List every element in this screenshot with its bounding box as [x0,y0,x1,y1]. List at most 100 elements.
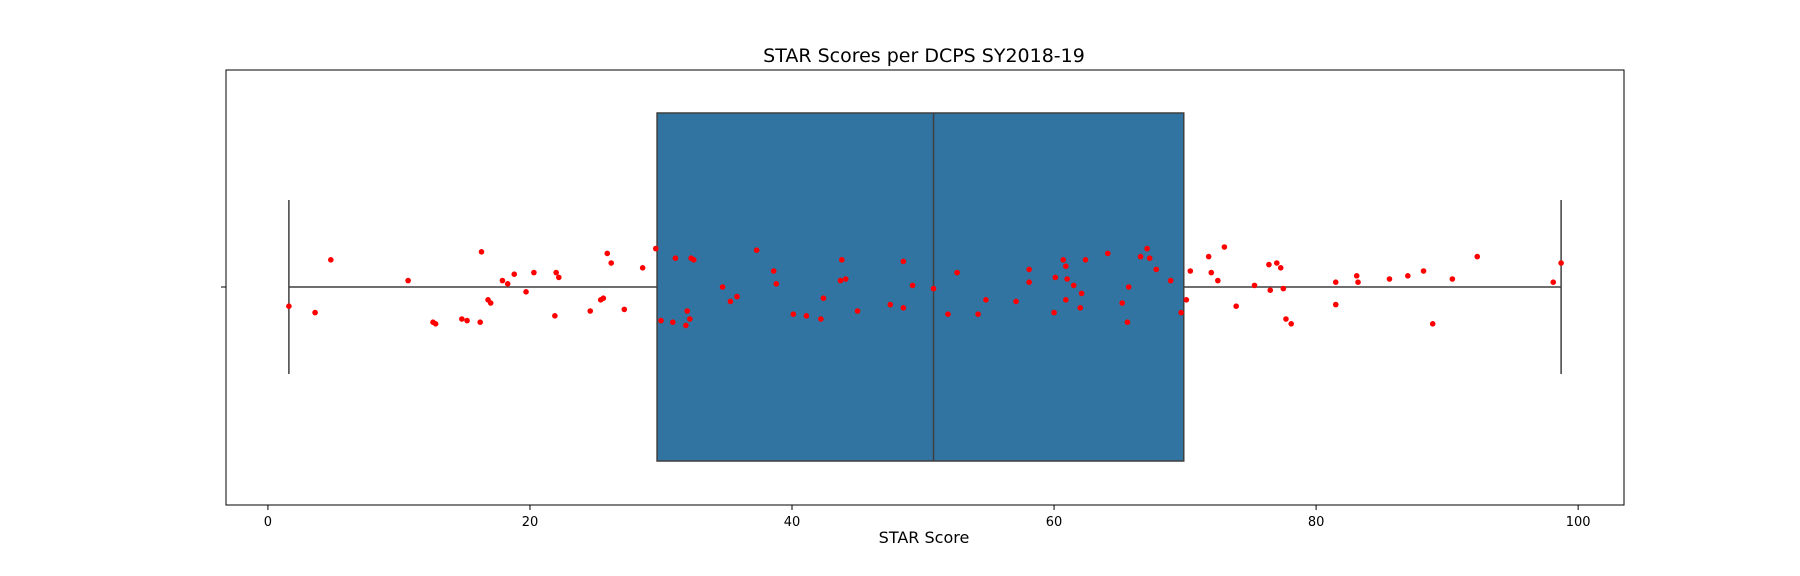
data-point [1146,255,1153,261]
data-point [477,319,483,326]
data-point [1063,297,1069,303]
data-point [727,298,734,305]
data-point [511,271,518,278]
data-point [1124,319,1131,326]
data-point [1332,279,1339,286]
data-point [555,274,562,281]
data-point [1119,300,1125,306]
data-point [1353,273,1360,279]
data-point [837,277,844,284]
data-point [1077,305,1084,311]
x-tick-label: 80 [1308,515,1325,530]
data-point [719,284,726,290]
data-point [1205,253,1212,260]
data-point [887,301,894,308]
data-point [753,247,760,253]
data-point [464,317,470,324]
data-point [900,258,907,265]
data-point [1060,257,1067,263]
data-point [1405,273,1411,279]
data-point [639,265,646,271]
data-point [1215,277,1221,284]
data-point [1386,276,1393,282]
data-point [930,285,937,292]
data-point [1277,265,1284,271]
data-point [945,311,951,318]
data-point [432,321,439,327]
data-point [672,255,679,261]
data-point [734,293,740,300]
data-point [770,268,777,274]
data-point [983,297,989,303]
data-point [1064,276,1070,282]
data-point [839,257,845,263]
data-point [531,269,537,276]
data-points [286,244,1564,329]
data-point [1013,298,1019,305]
data-point [1187,268,1194,274]
data-point [1051,309,1057,316]
x-tick-label: 100 [1566,515,1591,530]
data-point [900,305,907,311]
data-point [1078,290,1085,297]
data-point [954,269,960,276]
data-point [658,317,664,324]
data-point [1251,282,1258,289]
data-point [854,308,861,314]
data-point [1026,279,1032,286]
x-axis-label: STAR Score [879,528,970,547]
data-point [652,245,659,252]
x-tick-label: 20 [522,515,539,530]
data-point [1550,279,1557,286]
data-point [1137,253,1144,260]
interquartile-box [656,112,1185,462]
data-point [504,281,511,287]
data-point [1104,250,1111,257]
data-point [909,282,916,289]
data-point [487,300,494,306]
data-point [312,309,318,316]
data-point [553,269,559,276]
data-point [684,308,690,314]
data-point [1063,263,1069,270]
data-point [621,306,628,313]
data-point [1429,321,1436,327]
data-point [1332,301,1339,308]
data-point [1267,287,1274,294]
data-point [818,316,824,322]
data-point [587,308,594,314]
x-tick-label: 0 [264,515,272,530]
chart-title: STAR Scores per DCPS SY2018-19 [763,45,1085,67]
data-point [1183,297,1190,303]
data-point [975,311,981,318]
data-point [820,295,827,302]
data-point [687,316,693,322]
x-axis: 0 20 40 60 80 100 [264,505,1591,530]
data-point [328,257,334,263]
data-point [1273,260,1280,266]
data-point [600,295,607,302]
x-tick-label: 40 [784,515,801,530]
data-point [1449,276,1456,282]
data-point [669,319,676,326]
data-point [1082,257,1089,263]
data-point [552,313,558,319]
data-point [1288,321,1295,327]
data-point [499,277,506,284]
data-point [773,281,780,287]
data-point [286,303,292,310]
data-point [608,260,615,266]
x-tick-label: 60 [1046,515,1063,530]
data-point [1144,245,1150,252]
data-point [478,249,485,255]
data-point [1266,261,1272,268]
data-point [1283,316,1289,322]
data-point [683,322,689,329]
data-point [1474,253,1481,260]
data-point [604,250,611,257]
data-point [1178,309,1184,316]
data-point [1233,303,1239,310]
data-point [842,276,849,282]
data-point [1153,266,1160,273]
